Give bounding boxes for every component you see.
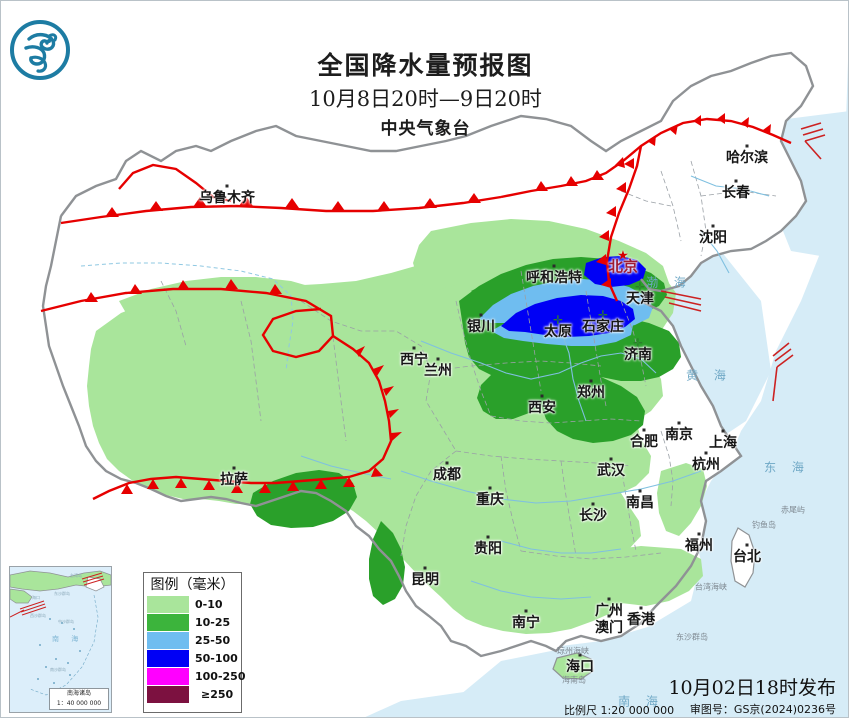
legend-item: 10-25 bbox=[147, 613, 241, 631]
city-dot-marker bbox=[607, 614, 611, 618]
legend-item: 0-10 bbox=[147, 595, 241, 613]
city-dot-marker bbox=[488, 486, 492, 490]
inset-map-graphic: 海口 东沙群岛 中沙群岛 西沙群岛 南沙群岛 台湾岛 南 海 bbox=[10, 567, 111, 712]
inset-scale-box: 南海诸岛 1：40 000 000 bbox=[49, 688, 109, 710]
city-dot-marker bbox=[589, 379, 593, 383]
city-dot-marker bbox=[677, 421, 681, 425]
svg-text:中沙群岛: 中沙群岛 bbox=[58, 618, 74, 624]
ocean-area bbox=[365, 61, 848, 717]
city-dot-marker bbox=[609, 457, 613, 461]
legend-item: 100-250 bbox=[147, 667, 246, 685]
south-china-sea-inset: 海口 东沙群岛 中沙群岛 西沙群岛 南沙群岛 台湾岛 南 海 南海诸岛 1：40… bbox=[9, 566, 112, 713]
city-dot-marker bbox=[745, 543, 749, 547]
svg-text:南 海: 南 海 bbox=[52, 634, 83, 643]
legend-label: 100-250 bbox=[195, 669, 246, 683]
city-dot-marker bbox=[412, 346, 416, 350]
legend-swatch bbox=[147, 685, 189, 703]
city-dot-marker bbox=[479, 313, 483, 317]
legend-swatch bbox=[147, 667, 189, 685]
national-boundary bbox=[60, 51, 815, 293]
city-dot-marker bbox=[591, 502, 595, 506]
city-plus-marker: ✛ bbox=[552, 313, 564, 327]
legend-item: 50-100 bbox=[147, 649, 241, 667]
city-dot-marker bbox=[745, 144, 749, 148]
city-dot-marker bbox=[711, 224, 715, 228]
city-dot-marker bbox=[721, 429, 725, 433]
front-barbs-east bbox=[660, 290, 794, 402]
inset-name: 南海诸岛 bbox=[66, 690, 91, 697]
legend-label: 10-25 bbox=[195, 615, 231, 629]
svg-text:西沙群岛: 西沙群岛 bbox=[30, 612, 46, 618]
legend-label: 25-50 bbox=[195, 633, 231, 647]
rivers bbox=[300, 175, 770, 600]
hainan-island bbox=[552, 652, 594, 680]
city-dot-marker bbox=[638, 489, 642, 493]
legend-item: ≥250 bbox=[147, 685, 241, 703]
city-dot-marker bbox=[704, 451, 708, 455]
city-plus-marker: ✛ bbox=[634, 280, 646, 294]
city-plus-marker: ✛ bbox=[632, 336, 644, 350]
legend-box: 图例（毫米） 0-10 10-25 25-50 50-100 100-250 ≥250 bbox=[143, 572, 246, 713]
legend-label: 0-10 bbox=[195, 597, 223, 611]
province-boundaries bbox=[160, 160, 777, 560]
city-dot-marker bbox=[524, 609, 528, 613]
approval-number: 审图号：GS京(2024)0236号 bbox=[689, 703, 836, 716]
city-dot-marker bbox=[486, 535, 490, 539]
svg-text:东沙群岛: 东沙群岛 bbox=[54, 590, 70, 596]
cma-dragon-logo bbox=[10, 20, 70, 80]
legend-label: ≥250 bbox=[201, 687, 234, 701]
front-barbs-ne bbox=[800, 122, 826, 160]
city-dot-marker bbox=[436, 357, 440, 361]
city-dot-marker bbox=[734, 179, 738, 183]
city-dot-marker bbox=[607, 597, 611, 601]
precip-band-50-100 bbox=[501, 256, 646, 337]
svg-text:南沙群岛: 南沙群岛 bbox=[50, 666, 66, 672]
legend-swatch bbox=[147, 613, 189, 631]
legend-title: 图例（毫米） bbox=[150, 577, 235, 593]
capital-star-marker: ★ bbox=[617, 247, 629, 263]
city-dot-marker bbox=[552, 264, 556, 268]
legend-rows: 0-10 10-25 25-50 50-100 100-250 ≥250 bbox=[144, 595, 246, 703]
cold-front-lines bbox=[40, 117, 792, 501]
city-dot-marker bbox=[578, 653, 582, 657]
taiwan-island bbox=[730, 527, 756, 588]
city-dot-marker bbox=[540, 394, 544, 398]
cold-front-barbs bbox=[85, 113, 771, 494]
legend-label: 50-100 bbox=[195, 651, 238, 665]
issue-time: 10月02日18时发布 bbox=[668, 677, 836, 699]
city-dot-marker bbox=[639, 606, 643, 610]
city-dot-marker bbox=[642, 428, 646, 432]
city-dot-marker bbox=[445, 461, 449, 465]
south-china-sea bbox=[433, 611, 848, 717]
inset-scale-value: 1：40 000 000 bbox=[56, 700, 102, 707]
svg-text:台湾岛: 台湾岛 bbox=[70, 572, 82, 578]
tarim-river bbox=[80, 262, 294, 372]
city-plus-marker: ✛ bbox=[597, 308, 609, 322]
map-scale: 比例尺 1:20 000 000 bbox=[564, 704, 675, 717]
legend-swatch bbox=[147, 631, 189, 649]
city-dot-marker bbox=[423, 566, 427, 570]
legend-swatch bbox=[147, 595, 189, 613]
city-dot-marker bbox=[232, 466, 236, 470]
legend-item: 25-50 bbox=[147, 631, 241, 649]
svg-text:海口: 海口 bbox=[32, 594, 40, 600]
city-dot-marker bbox=[697, 532, 701, 536]
legend-swatch bbox=[147, 649, 189, 667]
city-dot-marker bbox=[225, 184, 229, 188]
